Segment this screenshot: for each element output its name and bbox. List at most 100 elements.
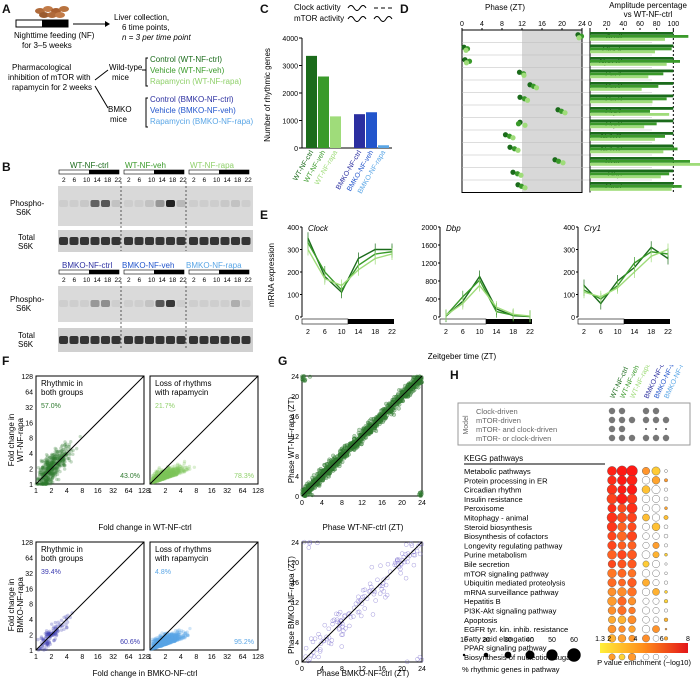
f-point xyxy=(162,473,166,478)
f-point xyxy=(170,472,174,476)
amp-bar xyxy=(590,32,674,35)
f-point xyxy=(171,472,176,477)
f-point xyxy=(182,636,186,640)
f-point xyxy=(51,474,56,478)
f-point xyxy=(161,642,165,647)
f-point xyxy=(166,641,171,645)
f-point xyxy=(44,631,49,635)
f-point xyxy=(161,477,165,481)
f-point xyxy=(154,644,159,648)
total-band xyxy=(241,237,251,245)
f-point xyxy=(159,641,163,646)
f-point xyxy=(173,638,178,643)
total-band xyxy=(69,336,79,344)
phospho-band xyxy=(90,300,100,307)
f-point xyxy=(157,477,161,481)
f-point xyxy=(180,469,184,474)
f-point xyxy=(158,478,162,483)
f-point xyxy=(159,478,163,482)
f-point xyxy=(158,641,162,645)
total-band xyxy=(80,237,89,245)
f-point xyxy=(45,477,50,481)
total-band xyxy=(231,336,240,344)
f-title2: both groups xyxy=(41,554,83,563)
h-dot xyxy=(607,559,617,569)
time-label: 2 xyxy=(192,177,196,184)
f-point xyxy=(159,475,164,479)
f-point xyxy=(153,637,158,641)
f-point xyxy=(163,471,168,476)
f-point xyxy=(153,476,157,481)
f-point xyxy=(157,644,161,649)
f-point xyxy=(51,476,55,480)
f-point xyxy=(41,469,45,473)
f-point xyxy=(52,455,56,459)
f-point xyxy=(155,638,159,642)
bmko-group-ctrl: Control (BMKO-NF-ctrl) xyxy=(150,95,234,104)
f-point xyxy=(60,449,64,453)
f-point xyxy=(56,467,61,472)
f-point xyxy=(165,637,169,642)
f-point xyxy=(157,640,161,644)
f-point xyxy=(171,634,176,639)
f-point xyxy=(153,475,158,480)
bar-BMKO-NF-ctrl xyxy=(354,114,365,148)
f-point xyxy=(164,639,168,644)
f-point xyxy=(164,469,168,473)
f-point xyxy=(64,449,68,453)
f-point xyxy=(171,472,175,477)
h-dot xyxy=(642,504,650,513)
f-point xyxy=(162,475,166,479)
f-point xyxy=(170,634,174,639)
f-point xyxy=(40,466,45,470)
f-point xyxy=(159,644,163,648)
time-label: 6 xyxy=(73,177,77,184)
phospho-band xyxy=(176,300,186,307)
f-ytick-label: 64 xyxy=(25,555,33,562)
f-point xyxy=(175,635,179,640)
f-point xyxy=(163,476,168,480)
e-tick-label: 400 xyxy=(287,225,299,232)
f-point xyxy=(163,641,167,645)
f-point xyxy=(176,468,181,473)
f-point xyxy=(52,454,57,459)
f-point xyxy=(158,643,163,648)
f-point xyxy=(57,454,61,458)
total-band xyxy=(155,237,165,245)
f-point xyxy=(159,477,164,482)
f-point xyxy=(169,470,173,475)
bmko-branch-line xyxy=(94,85,109,109)
f-point xyxy=(46,462,50,466)
f-point xyxy=(167,473,171,477)
f-point xyxy=(44,634,48,639)
h-dot xyxy=(642,560,650,568)
f-point xyxy=(160,469,164,473)
f-point xyxy=(47,463,52,468)
f-point xyxy=(175,462,180,466)
f-point xyxy=(166,469,171,473)
g-xtick-label: 24 xyxy=(418,666,426,673)
f-point xyxy=(168,636,172,640)
f-point xyxy=(171,468,175,473)
h-dot xyxy=(627,597,637,606)
f-point xyxy=(167,472,172,477)
f-point xyxy=(156,479,160,483)
f-point xyxy=(162,639,166,643)
f-point xyxy=(154,645,158,649)
f-point xyxy=(161,639,165,643)
h-dot xyxy=(664,562,668,566)
f-point xyxy=(163,635,167,640)
f-point xyxy=(50,480,55,484)
f-point xyxy=(53,457,57,462)
f-point xyxy=(177,469,181,473)
g-ytick-label: 20 xyxy=(291,560,299,567)
f-point xyxy=(162,476,166,481)
f-point xyxy=(178,464,182,469)
bar-WT-NF-veh xyxy=(318,76,329,148)
f-point xyxy=(41,480,46,485)
f-point xyxy=(163,639,167,644)
g-point xyxy=(307,374,313,379)
f-point xyxy=(65,625,69,630)
f-point xyxy=(49,469,54,474)
panel-c-chart: Clock activity mTOR activity Number of r… xyxy=(262,0,400,205)
